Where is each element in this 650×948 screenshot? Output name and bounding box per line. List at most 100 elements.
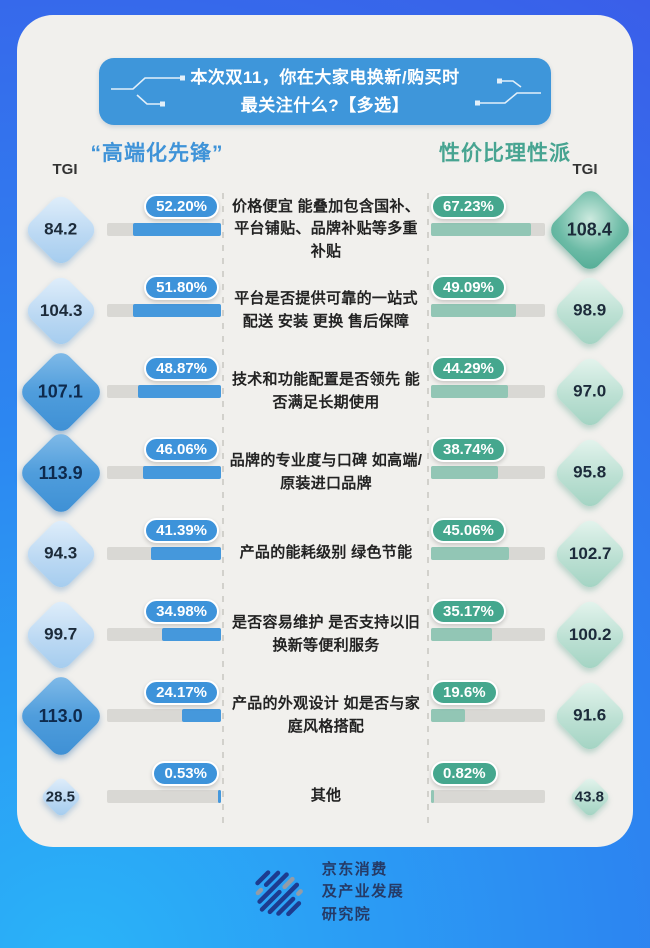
category-label: 价格便宜 能叠加包含国补、平台铺贴、品牌补贴等多重补贴 <box>231 197 421 260</box>
bar-track-left: 41.39% <box>107 518 221 560</box>
bar-track-left: 48.87% <box>107 356 221 398</box>
bar-track-right: 19.6% <box>431 680 545 722</box>
bar-track-left: 0.53% <box>107 761 221 803</box>
tgi-value: 43.8 <box>575 787 605 805</box>
category-label: 其他 <box>310 787 342 805</box>
tgi-value: 84.2 <box>44 219 78 239</box>
percent-badge-right: 49.09% <box>431 275 506 300</box>
footer-brand-text: 京东消费 及产业发展 研究院 <box>322 859 405 927</box>
tgi-diamond-left: 99.7 <box>22 596 100 673</box>
table-row: 113.0 24.17% 产品的外观设计 如是否与家庭风格搭配 19.6% 91… <box>17 671 633 760</box>
tgi-diamond-left: 104.3 <box>22 272 100 349</box>
bar-fill-right <box>431 547 510 560</box>
bar-fill-right <box>431 709 466 722</box>
tgi-diamond-right: 43.8 <box>568 775 612 818</box>
bar-track-right: 67.23% <box>431 194 545 236</box>
bar-track-right: 44.29% <box>431 356 545 398</box>
column-header-right: 性价比理性派 <box>439 142 571 165</box>
tgi-diamond-right: 97.0 <box>551 353 629 430</box>
tgi-value: 97.0 <box>573 381 607 401</box>
percent-badge-right: 45.06% <box>431 518 506 543</box>
percent-badge-right: 0.82% <box>431 761 498 786</box>
tgi-value: 99.7 <box>44 624 78 644</box>
bar-fill-right <box>431 790 435 803</box>
tgi-diamond-right: 91.6 <box>551 677 629 754</box>
tgi-value: 108.4 <box>567 218 613 239</box>
circuit-decoration-left-icon <box>111 75 185 106</box>
title-banner: 本次双11，你在大家电换新/购买时 最关注什么?【多选】 <box>99 58 551 125</box>
bar-fill-left <box>132 223 221 236</box>
bar-track-right: 35.17% <box>431 599 545 641</box>
percent-badge-left: 48.87% <box>144 356 219 381</box>
bar-fill-right <box>431 628 492 641</box>
bar-fill-left <box>161 628 221 641</box>
tgi-diamond-right: 95.8 <box>551 434 629 511</box>
percent-badge-left: 0.53% <box>152 761 219 786</box>
category-label: 产品的外观设计 如是否与家庭风格搭配 <box>231 695 421 735</box>
bar-fill-right <box>431 223 532 236</box>
banner-title-line1: 本次双11，你在大家电换新/购买时 <box>190 68 460 88</box>
tgi-value: 113.0 <box>38 705 84 725</box>
category-label: 是否容易维护 是否支持以旧换新等便利服务 <box>231 614 421 654</box>
percent-badge-right: 19.6% <box>431 680 498 705</box>
bar-track-right: 38.74% <box>431 437 545 479</box>
tgi-value: 98.9 <box>573 300 607 320</box>
table-row: 113.9 46.06% 品牌的专业度与口碑 如高端/原装进口品牌 38.74%… <box>17 428 633 517</box>
bar-fill-left <box>150 547 221 560</box>
column-header-left: “高端化先锋” <box>90 142 224 165</box>
table-row: 28.5 0.53% 其他 0.82% 43.8 <box>17 756 633 837</box>
table-row: 94.3 41.39% 产品的能耗级别 绿色节能 45.06% 102.7 <box>17 513 633 594</box>
table-row: 104.3 51.80% 平台是否提供可靠的一站式配送 安装 更换 售后保障 4… <box>17 270 633 351</box>
percent-badge-left: 34.98% <box>144 599 219 624</box>
tgi-diamond-right: 102.7 <box>551 515 629 592</box>
footer-brand-line: 研究院 <box>321 905 372 923</box>
category-label: 品牌的专业度与口碑 如高端/原装进口品牌 <box>229 452 423 492</box>
table-row: 84.2 52.20% 价格便宜 能叠加包含国补、平台铺贴、品牌补贴等多重补贴 … <box>17 185 634 274</box>
table-row: 99.7 34.98% 是否容易维护 是否支持以旧换新等便利服务 35.17% … <box>17 594 633 675</box>
footer-brand: 京东消费 及产业发展 研究院 <box>0 859 650 927</box>
content-card: 本次双11，你在大家电换新/购买时 最关注什么?【多选】 TGI “高端化先锋”… <box>17 15 634 847</box>
tgi-label-right: TGI <box>572 161 598 178</box>
column-headers: TGI “高端化先锋” 性价比理性派 TGI <box>17 135 633 187</box>
bar-fill-left <box>182 709 221 722</box>
tgi-value: 91.6 <box>573 705 607 725</box>
tgi-diamond-right: 100.2 <box>551 596 629 673</box>
chart-rows: 84.2 52.20% 价格便宜 能叠加包含国补、平台铺贴、品牌补贴等多重补贴 … <box>17 185 634 837</box>
bar-track-right: 45.06% <box>431 518 545 560</box>
banner-title-line2: 最关注什么?【多选】 <box>240 95 410 115</box>
tgi-value: 113.9 <box>38 462 84 482</box>
bar-track-left: 24.17% <box>107 680 221 722</box>
tgi-diamond-left: 113.0 <box>17 671 105 760</box>
category-label: 产品的能耗级别 绿色节能 <box>239 544 413 562</box>
bar-track-left: 46.06% <box>107 437 221 479</box>
tgi-diamond-right: 108.4 <box>546 185 634 274</box>
percent-badge-left: 46.06% <box>144 437 219 462</box>
percent-badge-right: 38.74% <box>431 437 506 462</box>
percent-badge-left: 52.20% <box>144 194 219 219</box>
bar-fill-left <box>218 790 221 803</box>
footer-brand-line: 及产业发展 <box>321 883 405 900</box>
bar-fill-left <box>133 304 221 317</box>
tgi-diamond-left: 107.1 <box>17 347 105 436</box>
tgi-value: 107.1 <box>38 380 84 401</box>
bar-track-left: 51.80% <box>107 275 221 317</box>
bar-fill-right <box>431 385 508 398</box>
category-label: 技术和功能配置是否领先 能否满足长期使用 <box>231 371 421 411</box>
tgi-label-left: TGI <box>52 161 78 178</box>
tgi-value: 28.5 <box>46 787 76 805</box>
bar-fill-left <box>142 466 221 479</box>
tgi-value: 100.2 <box>568 624 612 644</box>
bar-fill-right <box>431 466 499 479</box>
tgi-diamond-left: 28.5 <box>39 775 83 818</box>
tgi-value: 94.3 <box>44 543 78 563</box>
percent-badge-right: 67.23% <box>431 194 506 219</box>
tgi-value: 102.7 <box>568 543 612 563</box>
bar-track-left: 52.20% <box>107 194 221 236</box>
bar-track-left: 34.98% <box>107 599 221 641</box>
bar-track-right: 0.82% <box>431 761 545 803</box>
tgi-value: 104.3 <box>39 300 83 320</box>
bar-fill-left <box>138 385 221 398</box>
percent-badge-left: 41.39% <box>144 518 219 543</box>
tgi-diamond-left: 84.2 <box>22 191 100 268</box>
